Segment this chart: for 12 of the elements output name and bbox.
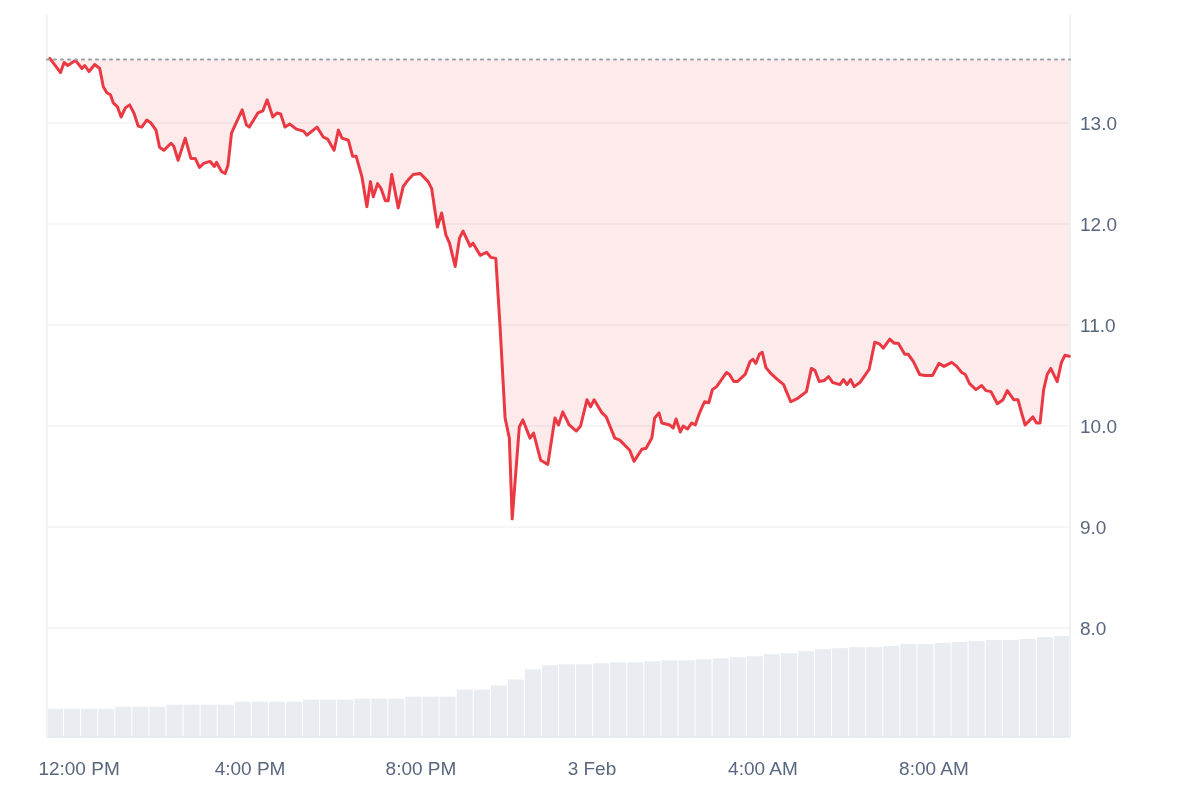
- y-tick-label: 9.0: [1080, 516, 1107, 538]
- y-tick-label: 12.0: [1080, 213, 1117, 235]
- y-tick-label: 8.0: [1080, 617, 1107, 639]
- x-tick-label: 3 Feb: [567, 758, 617, 779]
- y-tick-label: 11.0: [1080, 314, 1116, 336]
- x-tick-label: 12:00 PM: [38, 758, 120, 779]
- x-tick-label: 8:00 AM: [899, 758, 969, 779]
- x-tick-label: 4:00 AM: [728, 758, 798, 779]
- y-tick-label: 10.0: [1080, 415, 1117, 437]
- y-tick-label: 13.0: [1080, 112, 1117, 134]
- x-tick-label: 4:00 PM: [214, 758, 286, 779]
- x-tick-label: 8:00 PM: [385, 758, 457, 779]
